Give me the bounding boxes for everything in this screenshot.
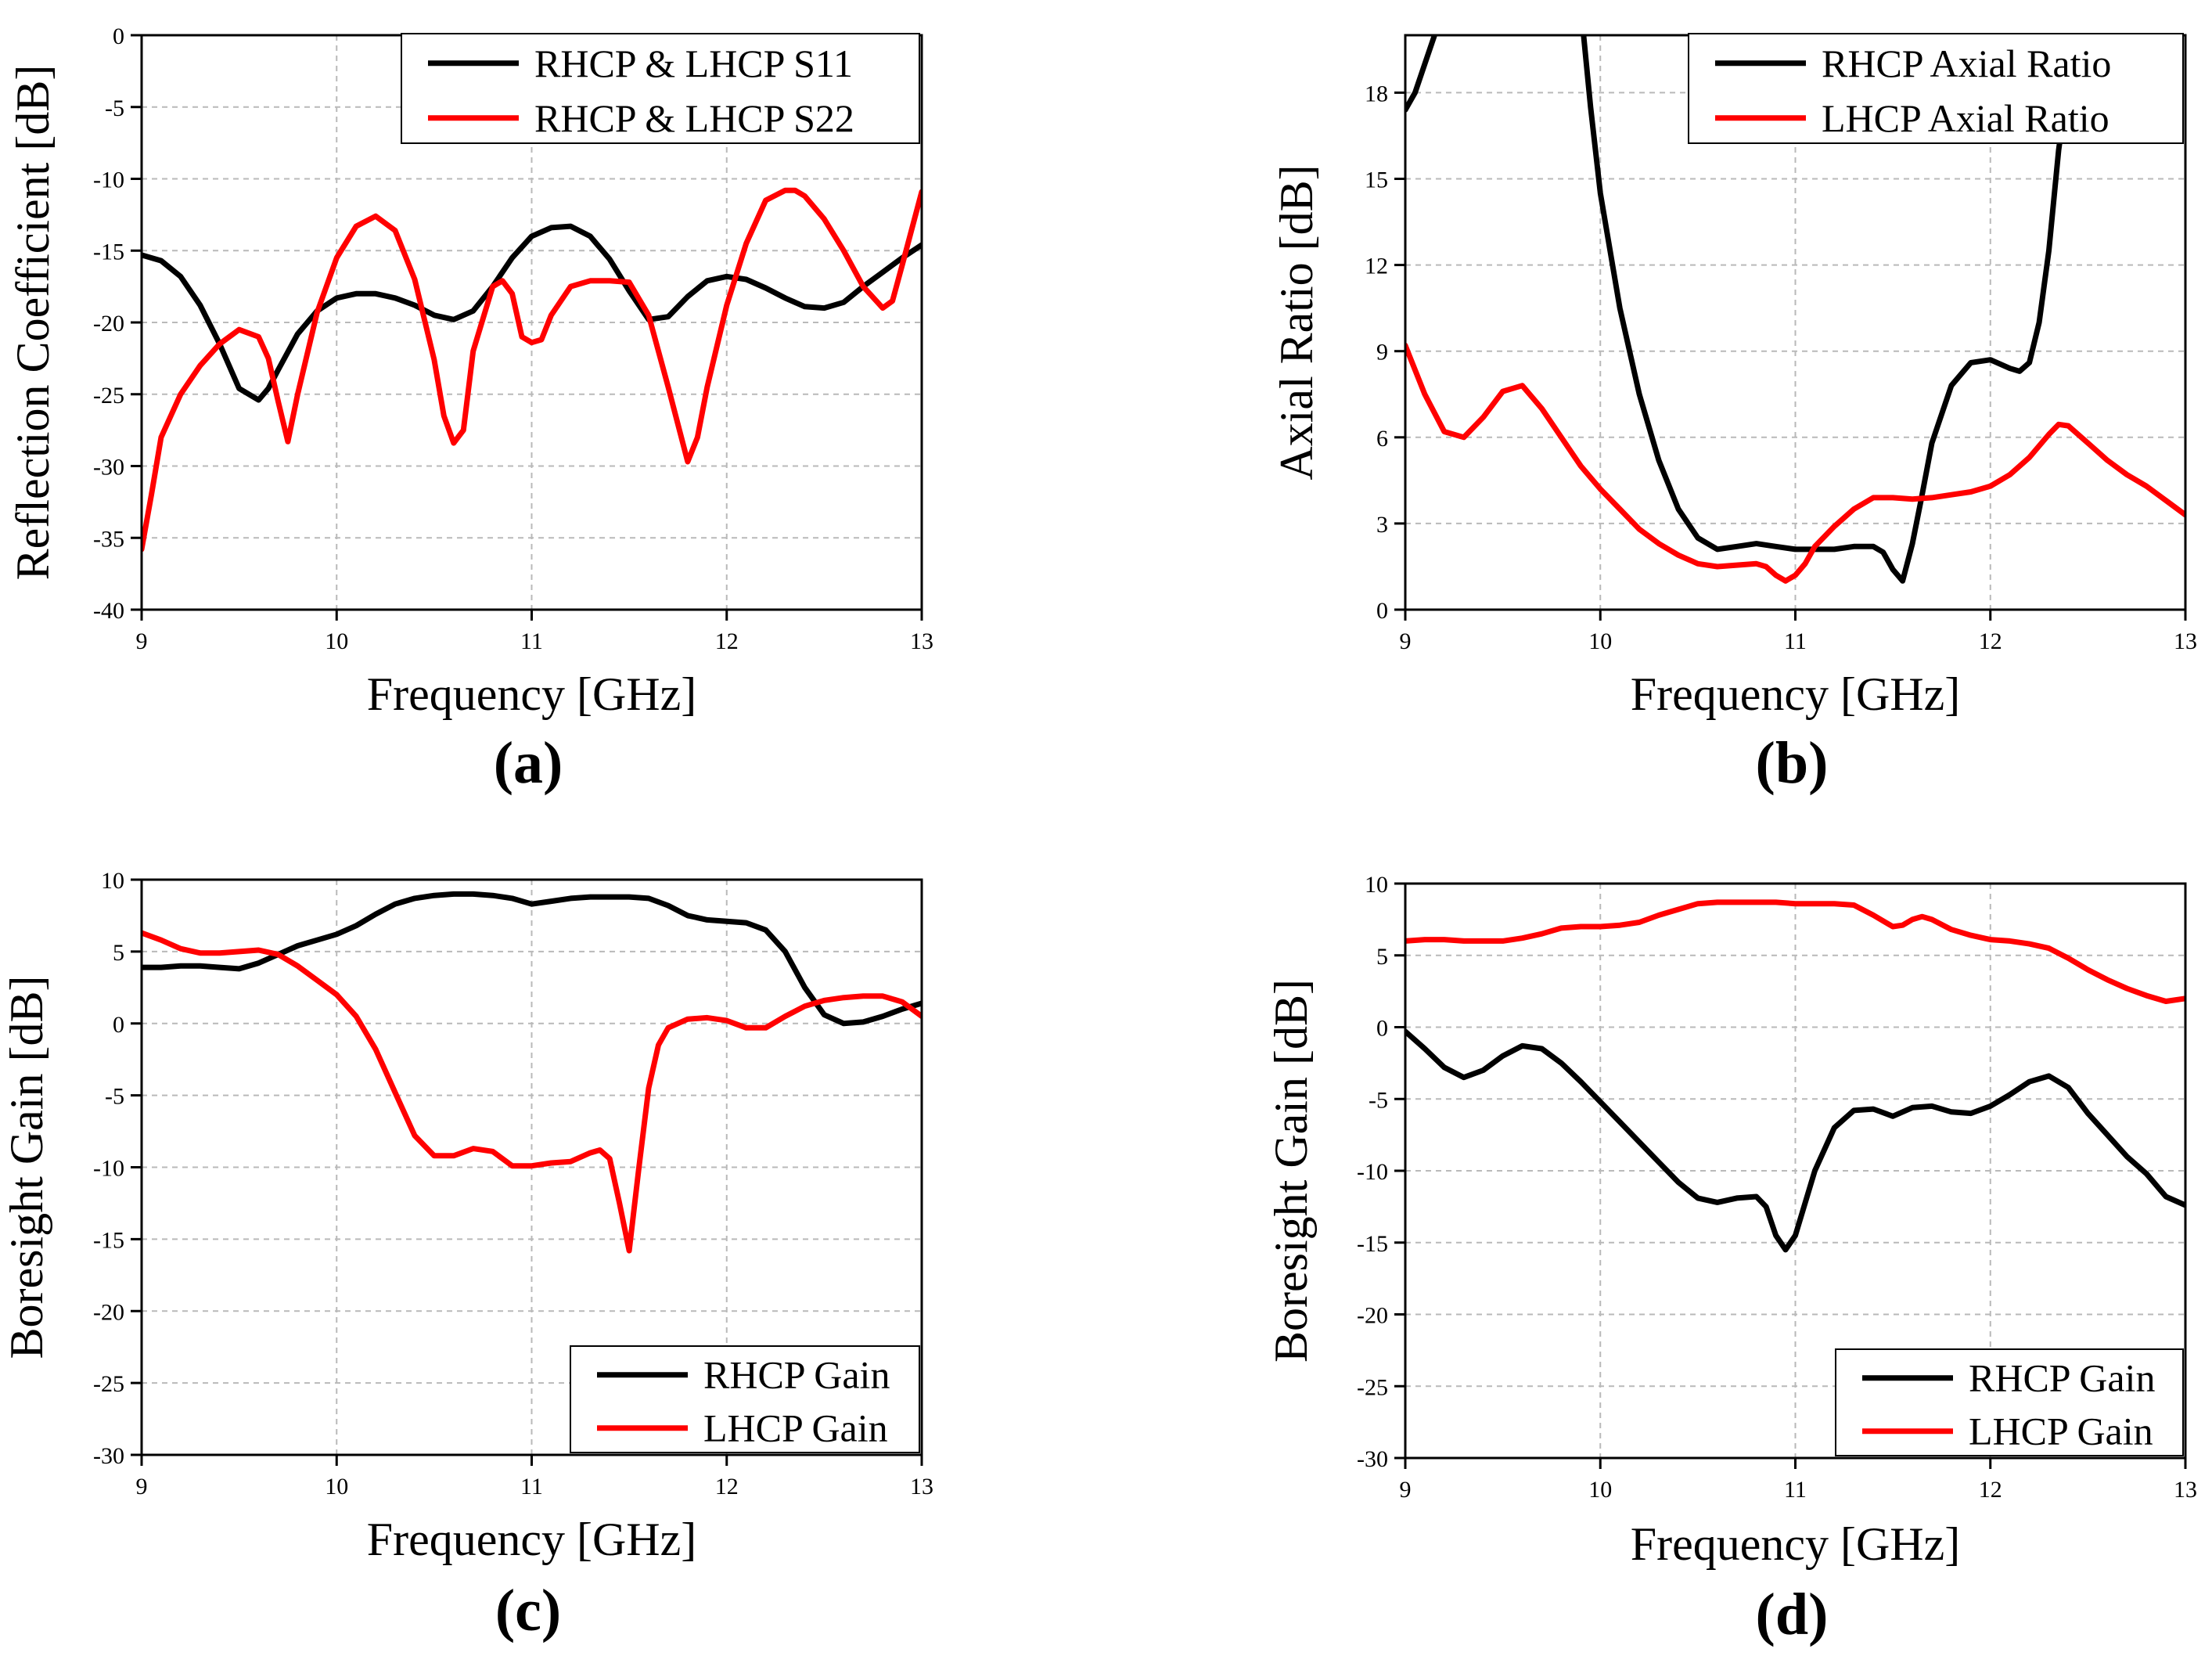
x-tick-label: 9	[136, 1474, 148, 1499]
series-line-2	[1405, 342, 2185, 584]
y-tick-label: -10	[1357, 1159, 1388, 1185]
y-tick-label: -15	[1357, 1231, 1388, 1257]
y-axis-title: Reflection Coefficient [dB]	[7, 65, 59, 581]
y-tick-label: 0	[113, 23, 124, 49]
y-tick-label: 15	[1365, 167, 1388, 193]
x-axis-title: Frequency [GHz]	[1631, 668, 1961, 720]
y-tick-label: -15	[93, 239, 124, 265]
y-tick-label: -25	[93, 1371, 124, 1397]
series-line-1	[142, 223, 922, 403]
legend-label-2: LHCP Axial Ratio	[1822, 96, 2109, 140]
x-tick-label: 10	[325, 628, 348, 654]
y-tick-label: -30	[1357, 1446, 1388, 1472]
y-tick-label: 10	[101, 868, 124, 894]
x-tick-label: 12	[1979, 628, 2002, 654]
x-tick-label: 10	[1588, 1477, 1612, 1503]
x-tick-label: 10	[325, 1474, 348, 1499]
y-tick-label: -35	[93, 526, 124, 552]
series-line-2	[142, 930, 922, 1254]
x-tick-label: 13	[2174, 1477, 2197, 1503]
y-tick-label: 18	[1365, 81, 1388, 106]
x-tick-label: 11	[520, 1474, 543, 1499]
y-tick-label: 5	[1376, 944, 1388, 970]
legend-box	[1835, 1348, 2184, 1456]
panel-label: (b)	[1756, 730, 1829, 796]
legend-label-1: RHCP Axial Ratio	[1822, 41, 2111, 85]
y-tick-label: -30	[93, 455, 124, 481]
chart-panel-2: 9 10 11 12 13 0 3 6 9 12 15 18 Frequency [GHz] Axial …	[1271, 33, 2197, 796]
panel-label: (c)	[495, 1578, 561, 1643]
x-tick-label: 12	[715, 628, 739, 654]
panel-label: (a)	[494, 730, 563, 796]
x-axis-title: Frequency [GHz]	[367, 668, 697, 720]
series-line-2	[142, 187, 922, 553]
legend-label-1: RHCP Gain	[1969, 1356, 2155, 1400]
x-tick-label: 12	[1979, 1477, 2002, 1503]
legend-label-2: LHCP Gain	[1969, 1409, 2153, 1453]
y-tick-label: -30	[93, 1443, 124, 1469]
legend: RHCP & LHCP S11 RHCP & LHCP S22	[401, 33, 920, 144]
legend-box	[401, 33, 920, 144]
legend: RHCP Axial Ratio LHCP Axial Ratio	[1688, 33, 2184, 144]
legend-label-2: LHCP Gain	[703, 1406, 888, 1450]
y-tick-label: 0	[113, 1012, 124, 1038]
chart-panel-4: 9 10 11 12 13 -30 -25 -20 -15 -10 -5 0 5 10 Frequency …	[1265, 872, 2197, 1647]
y-axis-title: Axial Ratio [dB]	[1271, 164, 1322, 480]
y-tick-label: -20	[93, 1299, 124, 1325]
y-tick-label: 3	[1376, 512, 1388, 538]
y-tick-label: -5	[105, 1084, 124, 1110]
x-tick-label: 13	[910, 628, 933, 654]
y-tick-label: -20	[93, 311, 124, 337]
y-axis-title: Boresight Gain [dB]	[1, 976, 52, 1359]
legend-label-2: RHCP & LHCP S22	[534, 96, 854, 140]
y-tick-label: -25	[1357, 1374, 1388, 1400]
series-line-2	[1405, 899, 2185, 1004]
x-tick-label: 10	[1588, 628, 1612, 654]
x-axis-title: Frequency [GHz]	[1631, 1518, 1961, 1570]
y-tick-label: 9	[1376, 340, 1388, 365]
y-tick-label: -15	[93, 1227, 124, 1253]
x-tick-label: 11	[1784, 628, 1807, 654]
y-tick-label: -5	[1369, 1087, 1388, 1113]
x-tick-label: 9	[1400, 628, 1412, 654]
chart-panel-3: 9 10 11 12 13 -30 -25 -20 -15 -10 -5 0 5 10 Frequency …	[1, 868, 933, 1643]
y-tick-label: -10	[93, 1156, 124, 1182]
x-tick-label: 11	[1784, 1477, 1807, 1503]
legend-label-1: RHCP & LHCP S11	[534, 41, 853, 85]
series-line-1	[1405, 35, 2077, 584]
y-tick-label: 12	[1365, 254, 1388, 279]
y-tick-label: -40	[93, 598, 124, 624]
y-axis-title: Boresight Gain [dB]	[1265, 979, 1317, 1363]
y-tick-label: -5	[105, 95, 124, 121]
x-axis-title: Frequency [GHz]	[367, 1514, 697, 1565]
x-tick-label: 12	[715, 1474, 739, 1499]
x-tick-label: 13	[2174, 628, 2197, 654]
legend-box	[570, 1345, 920, 1453]
y-tick-label: 10	[1365, 872, 1388, 898]
series-line-1	[1405, 1028, 2185, 1253]
x-tick-label: 13	[910, 1474, 933, 1499]
x-tick-label: 11	[520, 628, 543, 654]
legend: RHCP Gain LHCP Gain	[1835, 1348, 2184, 1456]
chart-panel-1: 9 10 11 12 13 -40 -35 -30 -25 -20 -15 -10 -5 0 Frequen…	[7, 23, 933, 796]
y-tick-label: -25	[93, 383, 124, 409]
x-tick-label: 9	[1400, 1477, 1412, 1503]
panel-label: (d)	[1756, 1582, 1829, 1647]
y-tick-label: -10	[93, 167, 124, 193]
legend-box	[1688, 33, 2184, 144]
legend-label-1: RHCP Gain	[703, 1353, 890, 1397]
legend: RHCP Gain LHCP Gain	[570, 1345, 920, 1453]
y-tick-label: 5	[113, 940, 124, 966]
y-tick-label: -20	[1357, 1303, 1388, 1329]
y-tick-label: 0	[1376, 598, 1388, 624]
y-tick-label: 6	[1376, 426, 1388, 452]
y-tick-label: 0	[1376, 1016, 1388, 1042]
x-tick-label: 9	[136, 628, 148, 654]
series-line-1	[142, 891, 922, 1027]
